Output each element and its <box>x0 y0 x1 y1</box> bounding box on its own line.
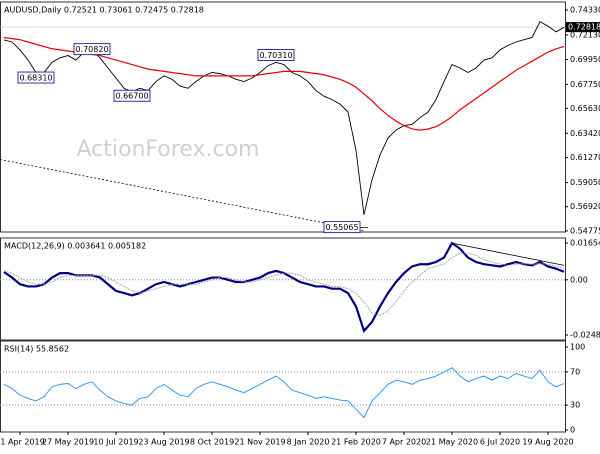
y-tick-label: 0.61270 <box>570 153 600 162</box>
annotation-label: 0.68310 <box>19 74 52 83</box>
last-price-label: 0.72818 <box>568 23 600 32</box>
panel-frame <box>0 340 566 433</box>
x-tick-label: 10 Jul 2019 <box>93 438 138 447</box>
y-tick-label: 30 <box>570 401 580 410</box>
y-tick-label: 0.74330 <box>570 6 600 15</box>
series-line <box>3 367 565 419</box>
y-tick-label: 100 <box>570 342 585 351</box>
y-tick-label: 0.00 <box>570 275 588 284</box>
y-tick-label: 0.59050 <box>570 178 600 187</box>
y-tick-label: 0.01654 <box>570 239 600 248</box>
y-tick-label: 0.54775 <box>570 226 600 235</box>
last-price-box <box>566 22 600 33</box>
series-line <box>3 36 565 131</box>
y-tick-label: 70 <box>570 367 580 376</box>
annotation-box <box>73 43 111 56</box>
y-tick-label: 0.69950 <box>570 55 600 64</box>
annotation-box <box>323 221 361 234</box>
y-tick-label: 0.63420 <box>570 129 600 138</box>
annotation-box <box>17 71 55 84</box>
panel-title: MACD(12,26,9) 0.003641 0.005182 <box>4 242 146 251</box>
x-tick-label: 21 Feb 2020 <box>331 438 381 447</box>
y-tick-label: 0.67750 <box>570 80 600 89</box>
x-tick-label: 21 Nov 2019 <box>234 438 285 447</box>
y-tick-label: 0.65630 <box>570 104 600 113</box>
y-tick-label: 0.72130 <box>570 30 600 39</box>
y-tick-label: 0.56920 <box>570 202 600 211</box>
x-tick-label: 21 May 2020 <box>426 438 478 447</box>
x-tick-label: 7 Apr 2020 <box>382 438 426 447</box>
annotation-label: 0.70820 <box>75 45 108 54</box>
annotation-label: 0.66700 <box>115 92 148 101</box>
trendline <box>451 242 565 266</box>
trendline <box>0 159 365 232</box>
x-tick-label: 27 May 2019 <box>42 438 94 447</box>
y-tick-label: -0.02486 <box>570 331 600 340</box>
annotation-box <box>257 49 295 61</box>
annotation-label: 0.70310 <box>259 51 292 60</box>
panel-frame <box>0 1 566 233</box>
y-tick-label: 0 <box>570 426 575 435</box>
series-line <box>3 252 565 316</box>
annotation-label: 0.55065 <box>325 223 358 232</box>
x-tick-label: 8 Oct 2019 <box>190 438 234 447</box>
panel-frame <box>0 237 566 341</box>
watermark: ActionForex.com <box>77 137 260 162</box>
x-tick-label: 19 Aug 2020 <box>522 438 573 447</box>
x-tick-label: 6 Jul 2020 <box>480 438 520 447</box>
annotation-box <box>113 89 151 102</box>
x-tick-label: 8 Jan 2020 <box>287 438 330 447</box>
x-tick-label: 11 Apr 2019 <box>0 438 45 447</box>
panel-title: RSI(14) 55.8562 <box>4 345 69 354</box>
panel-title: AUDUSD,Daily 0.72521 0.73061 0.72475 0.7… <box>4 6 204 15</box>
x-tick-label: 23 Aug 2019 <box>138 438 189 447</box>
